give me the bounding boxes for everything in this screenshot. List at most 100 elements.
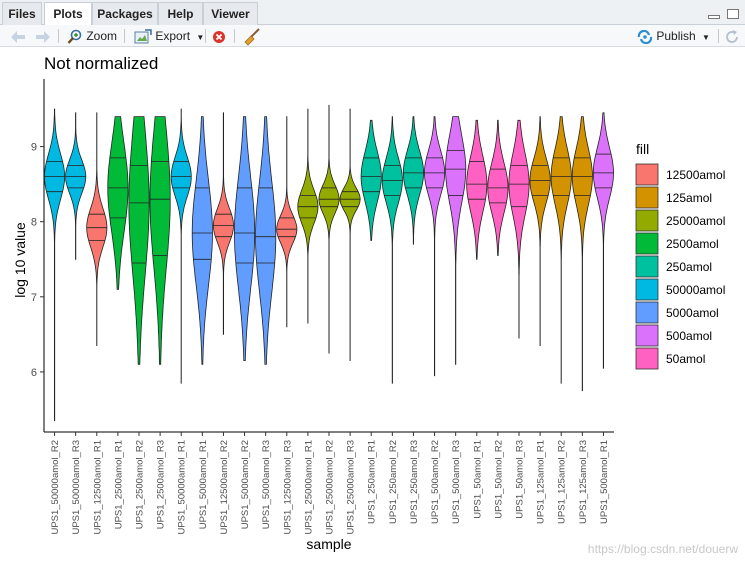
tab-plots[interactable]: Plots <box>44 2 92 26</box>
violin-UPS1_2500amol_R3 <box>149 116 171 365</box>
violin-body <box>466 119 488 260</box>
violin-body <box>339 108 361 362</box>
zoom-button[interactable]: Zoom <box>67 27 117 45</box>
violin-UPS1_50000amol_R3 <box>65 112 87 260</box>
back-arrow-icon[interactable] <box>10 27 26 45</box>
pane-tab-bar: Files Plots Packages Help Viewer <box>0 0 745 26</box>
forward-arrow-icon[interactable] <box>35 27 51 45</box>
violin-UPS1_250amol_R2 <box>381 116 403 384</box>
tab-files[interactable]: Files <box>2 2 42 25</box>
legend: fill 12500amol 125amol 25000amol 2500amol 25… <box>635 141 725 370</box>
violin-body <box>360 119 382 241</box>
remove-plot-button[interactable] <box>212 27 226 45</box>
toolbar-separator <box>58 29 59 43</box>
violin-body <box>550 116 572 384</box>
toolbar-separator <box>205 29 206 43</box>
legend-title: fill <box>636 141 649 157</box>
x-tick-label: UPS1_25000amol_R1 <box>303 440 314 535</box>
legend-label: 50000amol <box>666 283 725 297</box>
violin-body <box>592 112 615 369</box>
violin-UPS1_50000amol_R1 <box>170 108 192 384</box>
violin-UPS1_500amol_R3 <box>445 116 467 365</box>
legend-swatch <box>635 163 659 186</box>
x-tick-label: UPS1_5000amol_R3 <box>261 440 272 529</box>
violin-UPS1_50amol_R2 <box>487 119 509 256</box>
violin-UPS1_250amol_R3 <box>402 116 425 245</box>
x-tick-label: UPS1_12500amol_R3 <box>282 440 293 535</box>
zoom-icon <box>67 29 82 44</box>
publish-menu-button[interactable]: Publish ▼ <box>637 27 710 45</box>
violin-body <box>423 116 446 377</box>
x-tick-label: UPS1_5000amol_R1 <box>198 440 209 529</box>
violin-body <box>170 108 192 384</box>
violin-body <box>43 108 66 422</box>
x-tick-label: UPS1_12500amol_R2 <box>219 440 230 535</box>
violin-body <box>128 116 150 365</box>
tab-viewer[interactable]: Viewer <box>203 2 258 25</box>
refresh-icon <box>726 29 738 43</box>
x-tick-label: UPS1_125amol_R1 <box>536 440 547 524</box>
violin-UPS1_5000amol_R1 <box>191 116 213 365</box>
violin-body <box>297 108 319 324</box>
violin-UPS1_125amol_R1 <box>529 116 551 347</box>
chevron-down-icon: ▼ <box>196 33 205 42</box>
violins <box>43 104 615 422</box>
violin-UPS1_50amol_R3 <box>508 119 530 339</box>
legend-label: 2500amol <box>666 237 719 251</box>
x-tick-label: UPS1_2500amol_R3 <box>156 440 167 529</box>
x-axis-label: sample <box>306 536 351 552</box>
zoom-label: Zoom <box>86 29 118 43</box>
refresh-button[interactable] <box>724 27 740 45</box>
minimize-pane-button[interactable] <box>707 15 720 19</box>
clear-all-button[interactable] <box>243 27 261 46</box>
x-tick-label: UPS1_2500amol_R2 <box>135 440 146 529</box>
violin-body <box>318 104 340 354</box>
chart-title: Not normalized <box>44 54 158 73</box>
tab-packages[interactable]: Packages <box>92 2 158 25</box>
legend-label: 25000amol <box>666 214 725 228</box>
violin-body <box>86 112 108 347</box>
export-menu-button[interactable]: Export ▼ <box>134 27 204 45</box>
toolbar-separator <box>718 29 719 43</box>
export-icon <box>134 29 152 44</box>
y-tick-label: 8 <box>31 217 37 229</box>
x-tick-label: UPS1_50amol_R1 <box>472 440 483 519</box>
x-tick-label: UPS1_125amol_R3 <box>578 440 589 524</box>
violin-UPS1_12500amol_R3 <box>276 116 298 328</box>
violin-UPS1_50amol_R1 <box>466 119 488 260</box>
x-tick-label: UPS1_250amol_R2 <box>388 440 399 524</box>
legend-label: 250amol <box>666 260 712 274</box>
legend-label: 12500amol <box>666 168 725 182</box>
violin-body <box>233 116 256 362</box>
x-tick-label: UPS1_500amol_R2 <box>430 440 441 524</box>
chevron-down-icon: ▼ <box>702 33 710 42</box>
x-tick-label: UPS1_12500amol_R1 <box>92 440 103 535</box>
violin-body <box>255 116 277 365</box>
violin-UPS1_250amol_R1 <box>360 119 382 241</box>
violin-UPS1_5000amol_R2 <box>233 116 256 362</box>
violin-UPS1_12500amol_R2 <box>212 112 234 335</box>
x-tick-label: UPS1_500amol_R3 <box>451 440 462 524</box>
violin-body <box>445 116 467 365</box>
violin-UPS1_5000amol_R3 <box>255 116 277 365</box>
export-label: Export <box>155 29 191 43</box>
violin-body <box>402 116 425 245</box>
violin-UPS1_500amol_R1 <box>592 112 615 369</box>
tab-help[interactable]: Help <box>158 2 203 25</box>
toolbar-separator <box>234 29 235 43</box>
x-tick-label: UPS1_25000amol_R2 <box>325 440 336 535</box>
y-axis-label: log 10 value <box>12 222 28 298</box>
violin-UPS1_50000amol_R2 <box>43 108 66 422</box>
y-tick-label: 6 <box>31 367 37 379</box>
broom-icon <box>244 28 260 46</box>
x-tick-label: UPS1_2500amol_R1 <box>113 440 124 529</box>
legend-label: 50amol <box>666 352 705 366</box>
x-tick-label: UPS1_50000amol_R1 <box>177 440 188 535</box>
violin-UPS1_25000amol_R1 <box>297 108 319 324</box>
maximize-pane-button[interactable] <box>727 9 739 19</box>
legend-swatch <box>635 347 659 370</box>
toolbar-separator <box>124 29 125 43</box>
legend-swatch <box>635 209 659 232</box>
legend-label: 5000amol <box>666 306 719 320</box>
